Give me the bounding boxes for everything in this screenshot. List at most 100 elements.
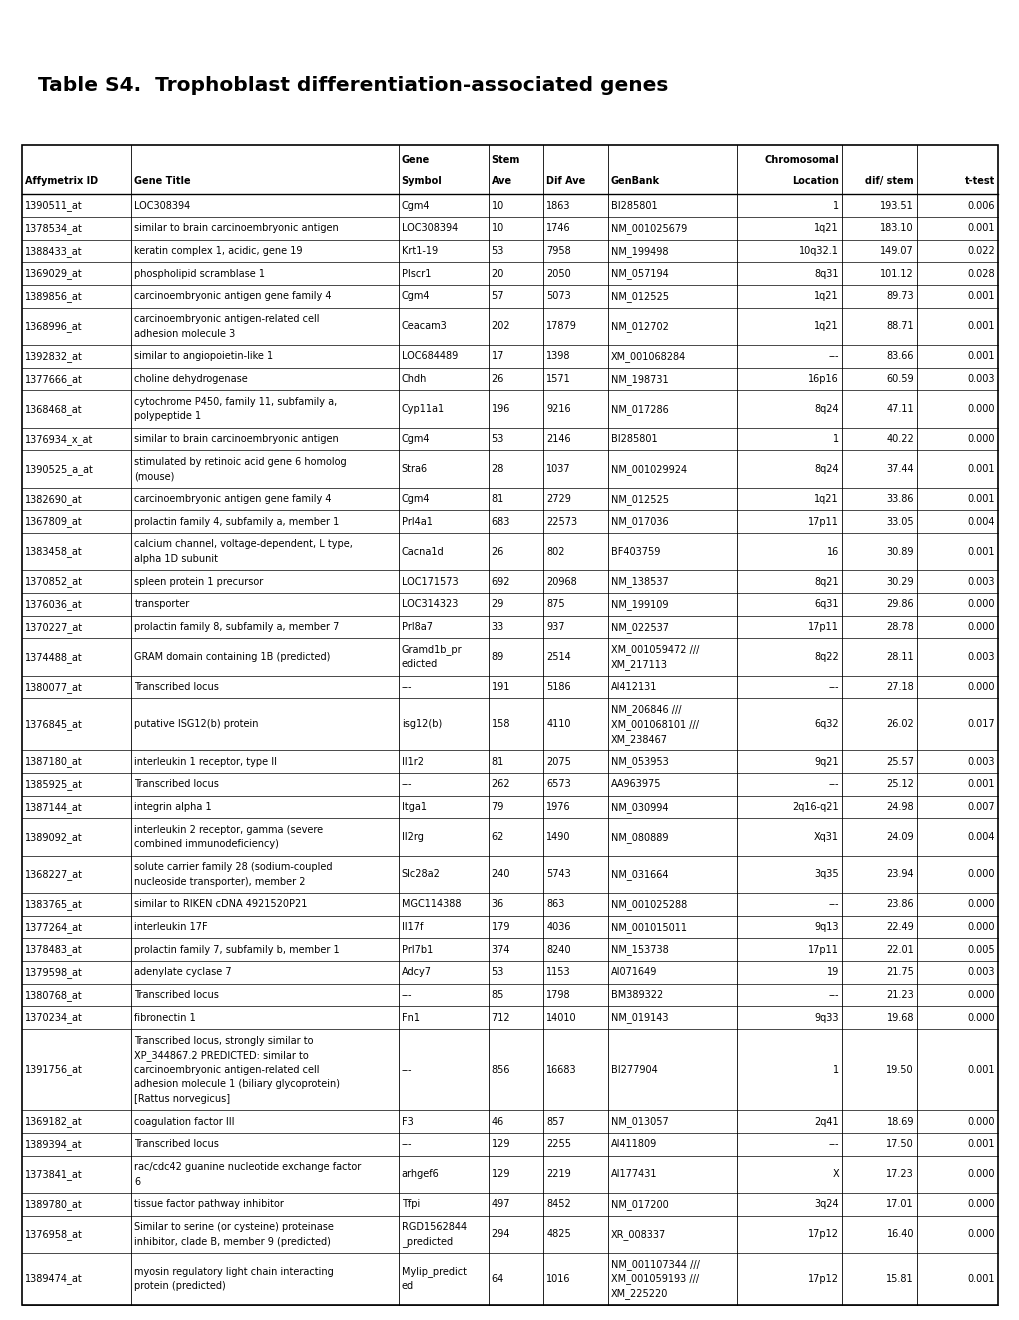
Text: 28.78: 28.78: [886, 622, 913, 632]
Text: interleukin 1 receptor, type II: interleukin 1 receptor, type II: [135, 756, 277, 767]
Text: Prl8a7: Prl8a7: [401, 622, 432, 632]
Text: NM_001015011: NM_001015011: [610, 921, 686, 932]
Text: 683: 683: [491, 517, 510, 527]
Text: 1571: 1571: [545, 374, 571, 384]
Text: 1376845_at: 1376845_at: [25, 719, 83, 730]
Text: 0.003: 0.003: [967, 374, 994, 384]
Text: Table S4.  Trophoblast differentiation-associated genes: Table S4. Trophoblast differentiation-as…: [38, 77, 667, 95]
Text: Dif Ave: Dif Ave: [545, 176, 585, 186]
Text: 53: 53: [491, 968, 503, 978]
Text: 22.49: 22.49: [886, 923, 913, 932]
Text: 149.07: 149.07: [879, 246, 913, 256]
Text: choline dehydrogenase: choline dehydrogenase: [135, 374, 248, 384]
Text: spleen protein 1 precursor: spleen protein 1 precursor: [135, 577, 263, 587]
Text: 863: 863: [545, 899, 564, 909]
Text: prolactin family 7, subfamily b, member 1: prolactin family 7, subfamily b, member …: [135, 945, 339, 954]
Text: 17p11: 17p11: [807, 945, 838, 954]
Text: Cgm4: Cgm4: [401, 434, 430, 444]
Text: Gene Title: Gene Title: [135, 176, 191, 186]
Text: F3: F3: [401, 1117, 413, 1127]
Text: 158: 158: [491, 719, 510, 730]
Text: Transcribed locus, strongly similar to: Transcribed locus, strongly similar to: [135, 1035, 314, 1045]
Text: 0.003: 0.003: [967, 756, 994, 767]
Text: 0.001: 0.001: [967, 223, 994, 234]
Text: AI177431: AI177431: [610, 1170, 656, 1179]
Text: 24.98: 24.98: [886, 803, 913, 812]
Text: NM_019143: NM_019143: [610, 1012, 667, 1023]
Bar: [22, 145, 997, 1305]
Text: similar to brain carcinoembryonic antigen: similar to brain carcinoembryonic antige…: [135, 223, 338, 234]
Text: nucleoside transporter), member 2: nucleoside transporter), member 2: [135, 876, 306, 887]
Text: 129: 129: [491, 1139, 510, 1150]
Text: 0.001: 0.001: [967, 465, 994, 474]
Text: Tfpi: Tfpi: [401, 1200, 420, 1209]
Text: similar to RIKEN cDNA 4921520P21: similar to RIKEN cDNA 4921520P21: [135, 899, 308, 909]
Text: 37.44: 37.44: [886, 465, 913, 474]
Text: 1q21: 1q21: [813, 322, 838, 331]
Text: 33.86: 33.86: [886, 494, 913, 504]
Text: Il17f: Il17f: [401, 923, 423, 932]
Text: 1q21: 1q21: [813, 223, 838, 234]
Text: Prl4a1: Prl4a1: [401, 517, 432, 527]
Text: 1374488_at: 1374488_at: [25, 652, 83, 663]
Text: 17: 17: [491, 351, 503, 362]
Text: NM_012702: NM_012702: [610, 321, 667, 331]
Text: 0.000: 0.000: [967, 434, 994, 444]
Text: NM_017286: NM_017286: [610, 404, 667, 414]
Text: Chdh: Chdh: [401, 374, 427, 384]
Text: Cgm4: Cgm4: [401, 494, 430, 504]
Text: 1376934_x_at: 1376934_x_at: [25, 434, 94, 445]
Text: 1376958_at: 1376958_at: [25, 1229, 83, 1239]
Text: LOC314323: LOC314323: [401, 599, 458, 610]
Text: Adcy7: Adcy7: [401, 968, 431, 978]
Text: 16.40: 16.40: [886, 1229, 913, 1239]
Text: Transcribed locus: Transcribed locus: [135, 779, 219, 789]
Text: AI411809: AI411809: [610, 1139, 656, 1150]
Text: 81: 81: [491, 494, 503, 504]
Text: 1373841_at: 1373841_at: [25, 1170, 83, 1180]
Text: Stem: Stem: [491, 154, 520, 165]
Text: 19.68: 19.68: [886, 1012, 913, 1023]
Text: 712: 712: [491, 1012, 510, 1023]
Text: 1389856_at: 1389856_at: [25, 290, 83, 302]
Text: 7958: 7958: [545, 246, 571, 256]
Text: tissue factor pathway inhibitor: tissue factor pathway inhibitor: [135, 1200, 284, 1209]
Text: 1398: 1398: [545, 351, 570, 362]
Text: Ceacam3: Ceacam3: [401, 322, 447, 331]
Text: 1016: 1016: [545, 1274, 570, 1284]
Text: integrin alpha 1: integrin alpha 1: [135, 803, 212, 812]
Text: Xq31: Xq31: [813, 832, 838, 842]
Text: 262: 262: [491, 779, 510, 789]
Text: 5073: 5073: [545, 292, 571, 301]
Text: 29.86: 29.86: [886, 599, 913, 610]
Text: 4036: 4036: [545, 923, 570, 932]
Text: 18.69: 18.69: [886, 1117, 913, 1127]
Text: 1378483_at: 1378483_at: [25, 944, 83, 956]
Text: ---: ---: [401, 779, 412, 789]
Text: 89.73: 89.73: [886, 292, 913, 301]
Text: Gene: Gene: [401, 154, 430, 165]
Text: protein (predicted): protein (predicted): [135, 1282, 226, 1291]
Text: 1390525_a_at: 1390525_a_at: [25, 463, 94, 475]
Text: (mouse): (mouse): [135, 471, 174, 482]
Text: 1385925_at: 1385925_at: [25, 779, 83, 789]
Text: NM_013057: NM_013057: [610, 1117, 667, 1127]
Text: 29: 29: [491, 599, 503, 610]
Text: Ave: Ave: [491, 176, 512, 186]
Text: 8q31: 8q31: [813, 269, 838, 279]
Text: 10: 10: [491, 201, 503, 211]
Text: 16: 16: [825, 546, 838, 557]
Text: 1: 1: [832, 1065, 838, 1074]
Text: 3q24: 3q24: [813, 1200, 838, 1209]
Text: 0.001: 0.001: [967, 292, 994, 301]
Text: 0.000: 0.000: [967, 899, 994, 909]
Text: 0.001: 0.001: [967, 1274, 994, 1284]
Text: 2729: 2729: [545, 494, 571, 504]
Text: 8q21: 8q21: [813, 577, 838, 587]
Text: LOC308394: LOC308394: [401, 223, 458, 234]
Text: 17.01: 17.01: [886, 1200, 913, 1209]
Text: carcinoembryonic antigen gene family 4: carcinoembryonic antigen gene family 4: [135, 494, 331, 504]
Text: 16p16: 16p16: [807, 374, 838, 384]
Text: XM_001068284: XM_001068284: [610, 351, 685, 362]
Text: 1380768_at: 1380768_at: [25, 990, 83, 1001]
